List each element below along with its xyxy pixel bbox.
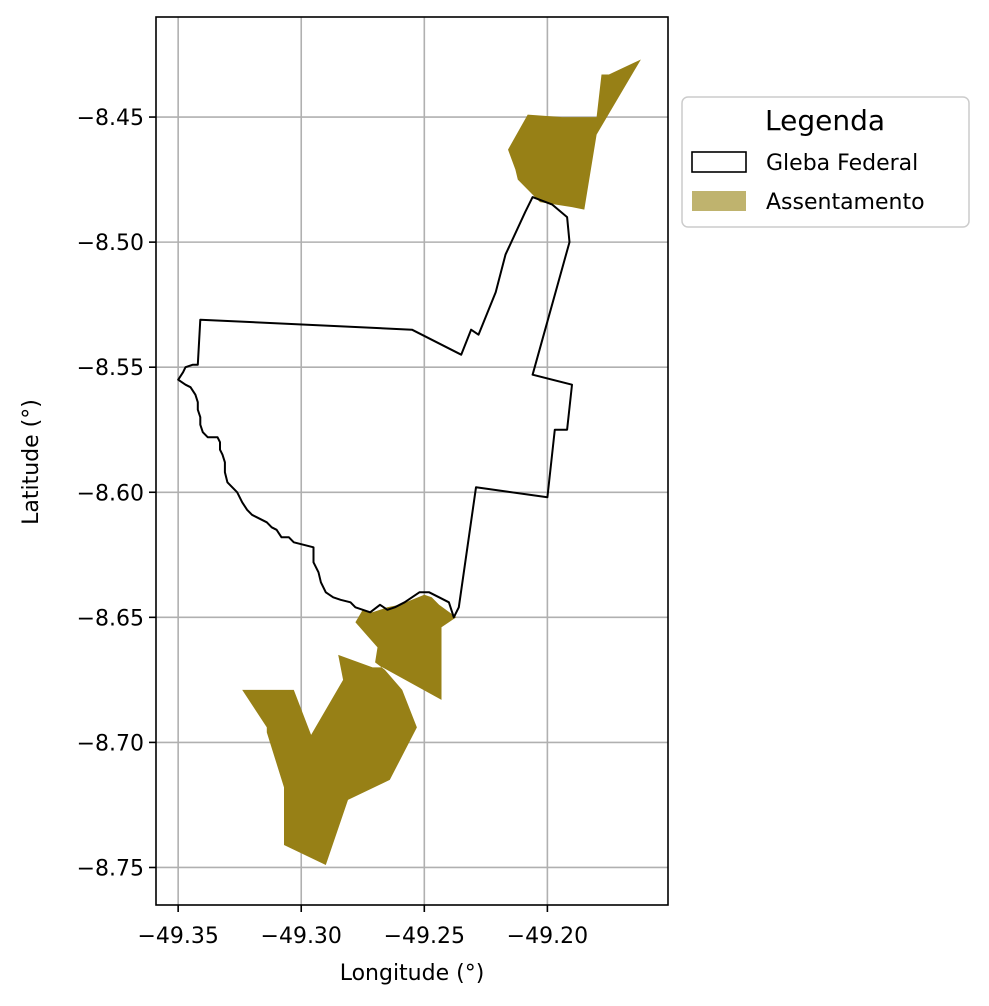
y-tick-label: −8.60 [77, 481, 144, 506]
y-ticks: −8.45 −8.50 −8.55 −8.60 −8.65 −8.70 −8.75 [77, 106, 156, 881]
y-tick-label: −8.65 [77, 606, 144, 631]
assentamento-polygon [242, 594, 457, 865]
legend-title: Legenda [765, 104, 885, 137]
y-tick-label: −8.50 [77, 231, 144, 256]
x-tick-label: −49.30 [261, 924, 342, 949]
y-axis-label: Latitude (°) [19, 399, 44, 525]
y-tick-label: −8.55 [77, 356, 144, 381]
legend-frame [681, 96, 970, 228]
x-tick-label: −49.35 [137, 924, 218, 949]
y-tick-label: −8.45 [77, 106, 144, 131]
x-tick-label: −49.20 [507, 924, 588, 949]
y-tick-label: −8.70 [77, 731, 144, 756]
legend: Legenda Gleba Federal Assentamento [681, 96, 970, 228]
assentamento-polygon [508, 59, 641, 210]
assentamento-layer [242, 59, 641, 865]
legend-label-assentamento: Assentamento [766, 190, 925, 215]
gleba-federal-polygon [177, 196, 573, 619]
plot-frame [155, 16, 669, 906]
y-tick-label: −8.75 [77, 856, 144, 881]
x-axis-label: Longitude (°) [340, 961, 485, 986]
legend-swatch-gleba [691, 151, 747, 173]
legend-swatch-assentamento [692, 191, 746, 211]
x-tick-label: −49.25 [384, 924, 465, 949]
gleba-layer [177, 196, 573, 619]
legend-label-gleba: Gleba Federal [766, 151, 918, 176]
x-ticks: −49.35 −49.30 −49.25 −49.20 [137, 905, 588, 949]
